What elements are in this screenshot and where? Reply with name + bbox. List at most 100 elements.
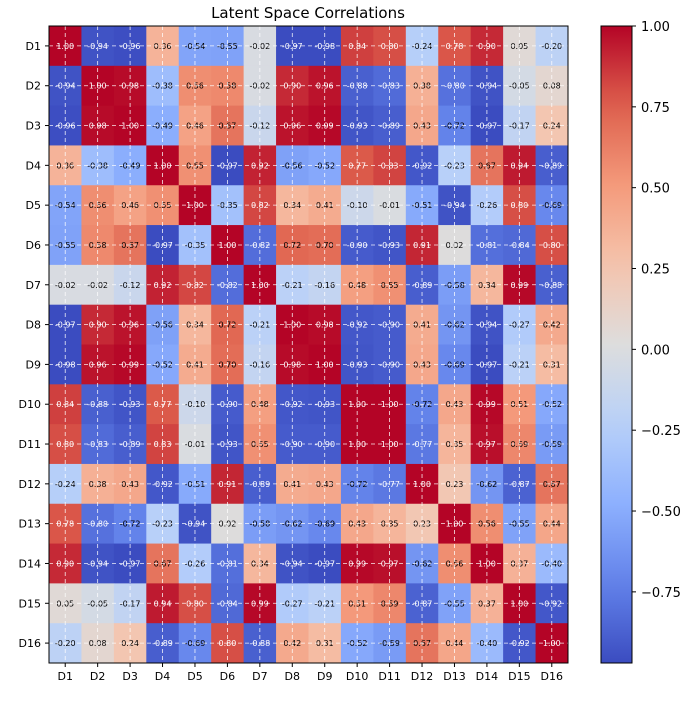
x-tick-label: D1: [57, 670, 72, 683]
cell-value-label: 0.38: [413, 82, 431, 91]
cell-value-label: 0.78: [446, 42, 464, 51]
cell-value-label: 1.00: [186, 201, 204, 210]
cell-value-label: -0.01: [379, 201, 400, 210]
heatmap-frame: [48, 25, 569, 664]
cell-value-label: -0.89: [120, 440, 141, 449]
x-axis: D1 D2 D3 D4 D5 D6 D7 D8 D9 D10 D11 D12 D13 D14 D15 D16: [57, 663, 563, 683]
cell-value-label: 0.80: [510, 201, 528, 210]
cell-value-label: 0.37: [510, 559, 528, 568]
y-tick-label: D12: [19, 478, 41, 491]
cell-value-label: -0.10: [347, 201, 368, 210]
cell-value-label: -0.97: [217, 161, 238, 170]
cell-value-label: 0.98: [121, 82, 139, 91]
cell-value-label: 0.90: [89, 321, 107, 330]
cell-value-label: 0.05: [510, 42, 528, 51]
cell-value-label: 0.83: [154, 440, 172, 449]
cell-value-label: 0.82: [251, 201, 269, 210]
cell-value-label: -0.02: [249, 82, 270, 91]
cell-value-label: 0.34: [186, 321, 204, 330]
cell-value-label: 0.90: [478, 42, 496, 51]
cell-value-label: -0.94: [477, 82, 498, 91]
cell-value-label: 0.80: [381, 42, 399, 51]
colorbar-tick-label: 0.75: [641, 101, 670, 116]
cell-value-label: 0.56: [446, 559, 464, 568]
cell-value-label: -0.98: [314, 42, 335, 51]
cell-value-label: -0.89: [541, 161, 562, 170]
cell-value-label: -0.26: [477, 201, 498, 210]
cell-value-label: 0.77: [348, 161, 366, 170]
y-tick-label: D7: [26, 279, 41, 292]
x-tick-label: D11: [378, 670, 400, 683]
cell-value-label: 0.34: [251, 559, 269, 568]
cell-value-label: -0.05: [509, 82, 530, 91]
cell-value-label: -0.56: [282, 161, 303, 170]
y-tick-label: D13: [19, 518, 41, 531]
colorbar-tick-label: −0.25: [641, 424, 681, 439]
y-tick-label: D1: [26, 40, 41, 53]
cell-value-label: 0.41: [413, 321, 431, 330]
colorbar-tick-label: 0.25: [641, 263, 670, 278]
y-tick-label: D8: [26, 319, 41, 332]
cell-value-label: -0.40: [541, 559, 562, 568]
colorbar-tick-label: −0.50: [641, 505, 681, 520]
cell-value-label: 0.97: [478, 440, 496, 449]
cell-value-label: -0.97: [282, 42, 303, 51]
cell-value-label: -0.90: [282, 440, 303, 449]
cell-value-label: -0.49: [120, 161, 141, 170]
cell-value-label: 0.55: [251, 440, 269, 449]
cell-value-label: -0.94: [87, 42, 108, 51]
y-tick-label: D6: [26, 239, 41, 252]
cell-value-label: 0.97: [381, 559, 399, 568]
cell-value-label: -0.54: [185, 42, 206, 51]
cell-value-label: -0.62: [444, 321, 465, 330]
cell-value-label: 1.00: [56, 42, 74, 51]
cell-value-label: -0.62: [412, 559, 433, 568]
cell-value-label: 1.00: [89, 82, 107, 91]
x-tick-label: D14: [476, 670, 498, 683]
cell-value-label: 0.55: [186, 161, 204, 170]
cell-value-label: -0.97: [314, 559, 335, 568]
cell-value-label: -0.94: [55, 82, 76, 91]
cell-value-label: -0.90: [314, 440, 335, 449]
cell-value-label: -0.27: [509, 321, 530, 330]
y-tick-label: D2: [26, 80, 41, 93]
cell-value-label: -0.24: [412, 42, 433, 51]
cell-value-label: 0.46: [121, 201, 139, 210]
cell-value-label: 0.58: [219, 82, 237, 91]
cell-value-label: 1.00: [154, 161, 172, 170]
cell-value-label: 0.94: [510, 161, 528, 170]
y-tick-label: D5: [26, 199, 41, 212]
cell-value-label: -0.97: [120, 559, 141, 568]
cell-value-label: 1.00: [381, 440, 399, 449]
cell-value-label: 0.96: [121, 321, 139, 330]
cell-value-label: 1.00: [348, 440, 366, 449]
cell-value-label: -0.26: [185, 559, 206, 568]
cell-value-label: -0.52: [314, 161, 335, 170]
cell-value-label: -0.90: [379, 321, 400, 330]
cell-value-label: 0.35: [446, 440, 464, 449]
y-tick-label: D14: [19, 557, 41, 570]
cell-value-label: -0.51: [412, 201, 433, 210]
cell-value-label: -0.01: [185, 440, 206, 449]
cell-value-label: -0.97: [55, 321, 76, 330]
cell-value-label: 0.42: [543, 321, 561, 330]
cell-value-label: -0.20: [541, 42, 562, 51]
cell-value-label: 0.36: [56, 161, 74, 170]
cell-value-label: 0.36: [154, 42, 172, 51]
cell-value-label: 0.84: [348, 42, 366, 51]
y-tick-label: D15: [19, 597, 41, 610]
cell-value-label: 0.67: [154, 559, 172, 568]
y-tick-label: D4: [26, 159, 41, 172]
cell-value-label: -0.81: [217, 559, 238, 568]
y-tick-label: D9: [26, 358, 41, 371]
cell-value-label: 1.00: [478, 559, 496, 568]
cell-value-label: 0.80: [56, 440, 74, 449]
cell-value-label: -0.94: [282, 559, 303, 568]
colorbar-ticks: 1.00 0.75 0.50 0.25 0.00 −0.25 −0.50 −0.75: [632, 20, 681, 601]
x-tick-label: D16: [541, 670, 563, 683]
cell-value-label: 0.92: [251, 161, 269, 170]
cell-value-label: -0.55: [217, 42, 238, 51]
cell-value-label: 0.99: [348, 559, 366, 568]
cell-value-label: -0.88: [347, 82, 368, 91]
